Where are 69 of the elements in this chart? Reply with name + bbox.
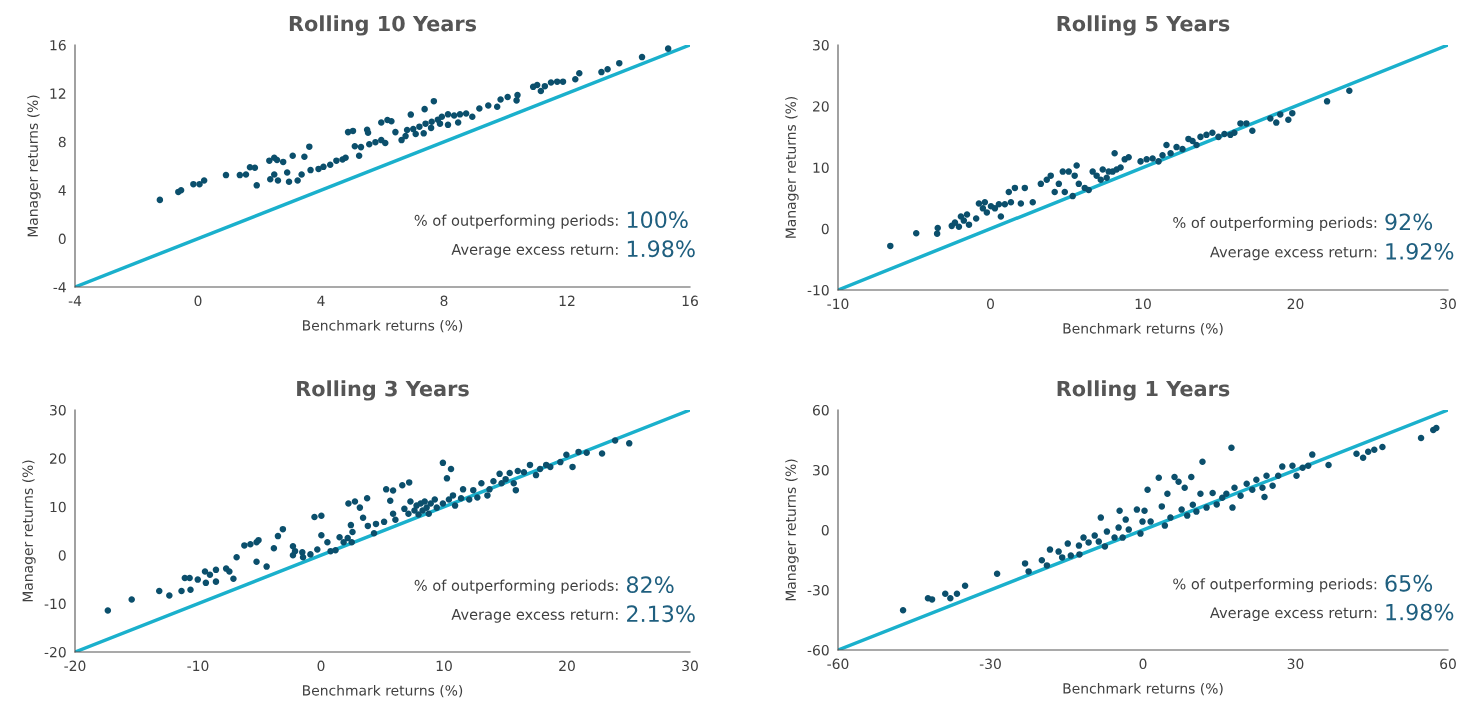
y-tick-label: 0 [821, 223, 829, 235]
y-tick-label: 60 [812, 404, 829, 416]
y-tick-label: -10 [44, 598, 66, 610]
annotation: 65% [1385, 574, 1433, 592]
y-tick-label: 30 [813, 39, 829, 51]
y-tick-label: 4 [58, 185, 66, 196]
chart-title: Rolling 3 Years [297, 380, 469, 401]
x-tick-label: 8 [440, 295, 448, 307]
y-axis-title: Manager returns (%) [22, 460, 36, 602]
y-tick-label: -10 [807, 284, 829, 296]
y-tick-label: 0 [58, 233, 66, 245]
y-tick-label: 10 [813, 162, 829, 173]
y-tick-label: 0 [821, 524, 829, 536]
x-tick-label: 0 [1139, 658, 1147, 670]
y-tick-label: 20 [813, 101, 829, 112]
x-tick-label: 0 [987, 298, 994, 310]
annotation: 100% [627, 211, 688, 229]
x-tick-label: 30 [1287, 658, 1304, 670]
x-tick-label: -30 [979, 658, 1001, 670]
x-tick-label: 0 [317, 660, 325, 672]
annotation: % of outperforming periods: [414, 579, 618, 594]
y-axis-title: Manager returns (%) [785, 459, 799, 601]
x-axis-title: Benchmark returns (%) [1063, 682, 1223, 696]
y-axis-title: Manager returns (%) [785, 96, 799, 238]
x-tick-label: 10 [1135, 298, 1151, 310]
y-tick-label: 8 [58, 136, 66, 148]
y-tick-label: 16 [50, 39, 66, 51]
y-tick-label: -30 [807, 584, 829, 596]
y-tick-label: 30 [813, 464, 829, 476]
annotation: Average excess return: [451, 609, 618, 623]
x-tick-label: 12 [559, 295, 575, 306]
annotation: 92% [1385, 213, 1433, 231]
chart-title: Rolling 5 Years [1057, 15, 1230, 36]
y-tick-label: 12 [50, 88, 66, 99]
annotation: Average excess return: [1210, 607, 1377, 622]
annotation: % of outperforming periods: [1173, 216, 1377, 231]
x-axis-title: Benchmark returns (%) [303, 319, 463, 333]
x-tick-label: 30 [1440, 298, 1456, 310]
annotation: 1.98% [627, 240, 695, 258]
x-tick-label: 60 [1440, 658, 1456, 670]
chart-title: Rolling 1 Years [1057, 380, 1230, 401]
y-tick-label: -4 [53, 282, 66, 293]
y-tick-label: -20 [44, 646, 66, 658]
annotation: 2.13% [627, 605, 695, 623]
annotation: % of outperforming periods: [1173, 578, 1377, 593]
x-tick-label: 20 [1287, 298, 1304, 310]
y-tick-label: 20 [50, 453, 66, 464]
y-tick-label: 30 [50, 404, 66, 416]
x-tick-label: 0 [194, 295, 202, 307]
x-tick-label: 30 [682, 660, 698, 672]
x-tick-label: -4 [68, 295, 82, 306]
x-tick-label: 16 [682, 295, 698, 307]
y-tick-label: 10 [50, 501, 66, 513]
x-axis-title: Benchmark returns (%) [303, 684, 463, 698]
annotation: 1.98% [1386, 603, 1454, 621]
annotation: Average excess return: [451, 244, 618, 258]
y-axis-title: Manager returns (%) [27, 95, 41, 237]
annotation: % of outperforming periods: [414, 214, 618, 229]
annotation: Average excess return: [1210, 246, 1377, 261]
annotation: 82% [626, 576, 674, 594]
x-axis-title: Benchmark returns (%) [1063, 322, 1223, 336]
x-tick-label: 20 [559, 660, 575, 672]
x-tick-label: 4 [317, 295, 325, 306]
x-tick-label: 10 [436, 660, 452, 672]
y-tick-label: -60 [807, 644, 829, 656]
chart-title: Rolling 10 Years [289, 15, 477, 36]
y-tick-label: 0 [58, 550, 66, 561]
x-tick-label: -10 [187, 660, 209, 672]
annotation: 1.92% [1386, 242, 1454, 260]
